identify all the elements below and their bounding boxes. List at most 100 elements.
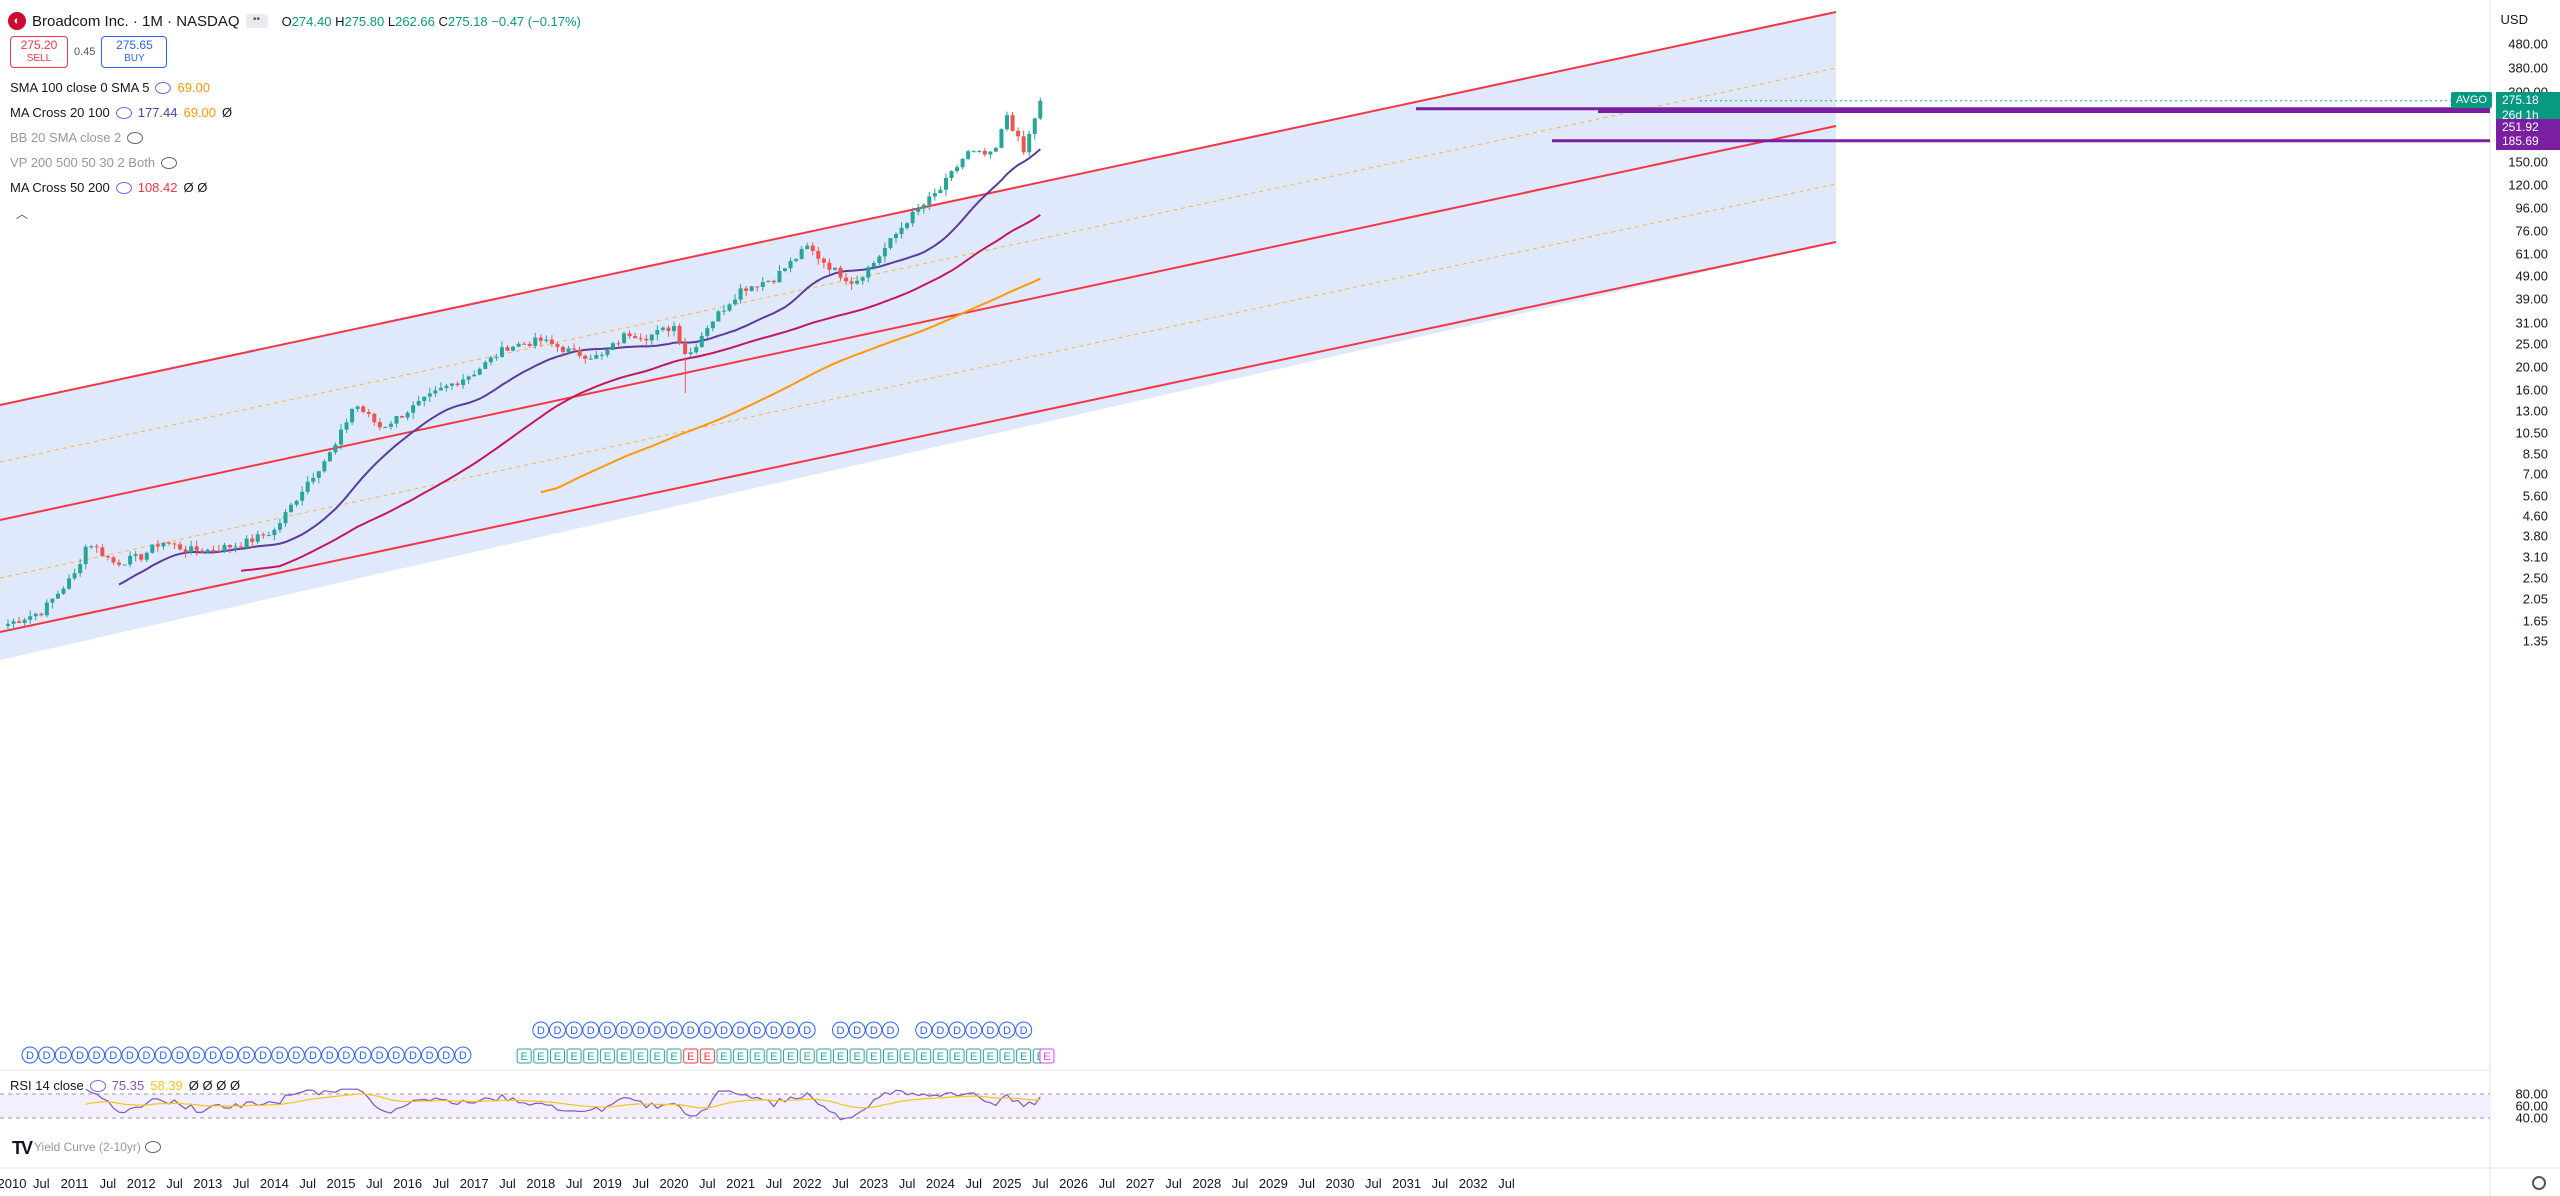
earnings-marker: E <box>1039 1048 1055 1064</box>
time-axis-label: Jul <box>1031 1176 1049 1191</box>
candle-body <box>622 333 627 344</box>
settings-icon[interactable] <box>115 181 132 194</box>
candle-body <box>921 204 926 209</box>
event-markers[interactable]: D D D D D D D D D D D D D D D D D D D D D D D D D D DD D D D D D D D D D D D D… <box>21 1021 1055 1064</box>
time-axis-label: Jul <box>565 1176 583 1191</box>
dividend-marker: D <box>204 1046 222 1064</box>
candle-body <box>89 546 94 548</box>
time-axis-label: 2018 <box>526 1176 556 1191</box>
candle-body <box>927 196 932 205</box>
hidden-eye-icon[interactable] <box>144 1141 161 1153</box>
indicator-sma100[interactable]: SMA 100 close 0 SMA 5 69.00 <box>10 80 211 95</box>
hidden-eye-icon[interactable] <box>127 131 144 144</box>
marker-shape <box>599 1048 615 1064</box>
marker-label: D <box>770 1025 778 1037</box>
candle-body <box>344 422 349 430</box>
settings-icon[interactable] <box>89 1079 106 1092</box>
gear-icon[interactable] <box>2532 1176 2546 1190</box>
marker-shape <box>548 1021 566 1039</box>
candle-body <box>228 545 232 548</box>
candle-body <box>610 343 615 351</box>
marker-label: D <box>603 1025 611 1037</box>
indicator-ma-cross-20-100[interactable]: MA Cross 20 100 177.44 69.00 Ø <box>10 105 233 120</box>
candle-body <box>411 405 416 413</box>
earnings-marker: E <box>816 1048 832 1064</box>
currency-label[interactable]: USD <box>2500 12 2528 27</box>
marker-label: D <box>109 1050 117 1062</box>
candle-body <box>788 260 793 269</box>
candle-body <box>61 588 66 594</box>
marker-label: E <box>1043 1051 1050 1063</box>
dividend-marker: D <box>337 1046 355 1064</box>
candle-body <box>316 471 321 478</box>
sell-button[interactable]: 275.20 SELL <box>10 36 68 68</box>
marker-shape <box>88 1046 106 1064</box>
dividend-marker: D <box>998 1021 1016 1039</box>
more-options-icon[interactable]: •• <box>245 14 268 28</box>
candle-body <box>899 227 904 235</box>
marker-shape <box>716 1048 732 1064</box>
earnings-marker: E <box>899 1048 915 1064</box>
candle-body <box>849 281 854 284</box>
collapse-legend-icon[interactable]: ︿ <box>15 207 28 221</box>
dividend-marker: D <box>565 1021 583 1039</box>
rsi-axis-label: 60.00 <box>2515 1098 2548 1114</box>
yield-curve-legend[interactable]: Yield Curve (2-10yr) <box>12 1140 161 1154</box>
marker-shape <box>999 1048 1015 1064</box>
marker-label: D <box>553 1025 561 1037</box>
candle-body <box>511 346 516 351</box>
dividend-marker: D <box>171 1046 189 1064</box>
settings-icon[interactable] <box>155 81 172 94</box>
price-axis-label: 10.50 <box>2515 425 2548 441</box>
marker-label: D <box>159 1050 167 1062</box>
candle-body <box>810 245 815 251</box>
candle-body <box>982 150 987 155</box>
dividend-marker: D <box>321 1046 339 1064</box>
symbol-title[interactable]: Broadcom Inc. · 1M · NASDAQ <box>32 12 240 30</box>
candle-body <box>144 552 149 560</box>
marker-shape <box>583 1048 599 1064</box>
marker-shape <box>648 1021 666 1039</box>
marker-shape <box>998 1021 1016 1039</box>
ma-100-line <box>540 277 1041 494</box>
marker-label: E <box>903 1051 910 1063</box>
dividend-marker: D <box>71 1046 89 1064</box>
buy-button[interactable]: 275.65 BUY <box>101 36 168 68</box>
marker-shape <box>516 1048 532 1064</box>
price-axis-label: 3.10 <box>2522 549 2548 565</box>
horizontal-levels[interactable] <box>1416 100 2490 143</box>
candle-body <box>966 151 971 159</box>
marker-shape <box>204 1046 222 1064</box>
settings-icon[interactable] <box>115 106 132 119</box>
indicator-ma-cross-50-200[interactable]: MA Cross 50 200 108.42 Ø Ø <box>10 180 208 195</box>
time-axis-label: Jul <box>632 1176 649 1191</box>
dividend-marker: D <box>154 1046 172 1064</box>
dividend-marker: D <box>915 1021 933 1039</box>
marker-label: E <box>820 1051 827 1063</box>
candle-body <box>888 238 893 249</box>
rsi-legend[interactable]: RSI 14 close 75.35 58.39 Ø Ø Ø Ø <box>10 1078 241 1093</box>
time-axis-label: Jul <box>32 1176 50 1191</box>
candle-body <box>472 374 477 377</box>
candle-body <box>694 347 699 353</box>
marker-label: D <box>359 1050 367 1062</box>
time-axis-label: 2013 <box>193 1176 223 1191</box>
marker-label: D <box>309 1050 317 1062</box>
marker-shape <box>682 1021 700 1039</box>
marker-label: D <box>737 1025 745 1037</box>
candle-body <box>566 348 571 352</box>
indicator-bb[interactable]: BB 20 SMA close 2 <box>10 130 144 145</box>
hidden-eye-icon[interactable] <box>161 156 178 169</box>
candle-body <box>488 357 493 363</box>
dividend-marker: D <box>981 1021 999 1039</box>
dividend-marker: D <box>104 1046 122 1064</box>
candle-body <box>683 342 688 355</box>
rsi-signal-line <box>85 1093 1041 1109</box>
marker-label: D <box>176 1050 184 1062</box>
marker-shape <box>404 1046 422 1064</box>
candle-body <box>644 338 649 341</box>
dividend-marker: D <box>582 1021 600 1039</box>
indicator-vp[interactable]: VP 200 500 50 30 2 Both <box>10 155 178 170</box>
marker-shape <box>532 1021 550 1039</box>
